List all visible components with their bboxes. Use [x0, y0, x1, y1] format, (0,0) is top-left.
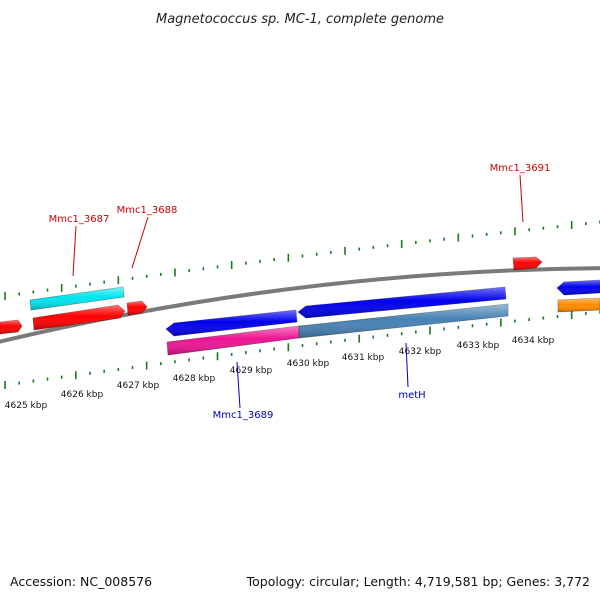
position-label: 4632 kbp [399, 347, 442, 357]
reverse-tick-track [4, 310, 600, 389]
gene-arrow-f-red-small[interactable] [126, 300, 148, 316]
gene-leader-line [236, 361, 241, 409]
gene-arrow-r-blue-2[interactable] [297, 286, 507, 319]
position-label: 4634 kbp [512, 336, 555, 346]
position-label: 4631 kbp [342, 353, 385, 363]
gene-leader-line [72, 225, 77, 277]
position-label: 4626 kbp [61, 390, 104, 400]
genome-backbone [0, 266, 600, 344]
position-label: 4629 kbp [230, 366, 273, 376]
gene-arrow-r-blue-right[interactable] [556, 279, 600, 296]
gene-label[interactable]: Mmc1_3687 [49, 214, 110, 225]
map-title: Magnetococcus sp. MC-1, complete genome [156, 12, 444, 27]
gene-label[interactable]: Mmc1_3688 [117, 205, 178, 216]
gene-leader-line [519, 174, 524, 223]
gene-arrow-f-cyan[interactable] [29, 286, 125, 311]
gene-arrow-f-left-stub[interactable] [0, 319, 23, 335]
gene-features [0, 256, 600, 356]
forward-tick-track [4, 220, 600, 300]
position-label: 4628 kbp [173, 374, 216, 384]
gene-arrow-r-blue-1[interactable] [165, 309, 298, 337]
position-label: 4633 kbp [457, 341, 500, 351]
gene-label[interactable]: metH [398, 390, 425, 401]
position-label: 4625 kbp [5, 401, 48, 411]
gene-leader-line [405, 342, 409, 388]
gene-leader-line [131, 216, 149, 269]
gene-arrow-r-steel[interactable] [298, 303, 509, 339]
position-label: 4627 kbp [117, 381, 160, 391]
accession-text: Accession: NC_008576 [10, 574, 152, 589]
gene-label[interactable]: Mmc1_3689 [213, 410, 274, 421]
gene-arrow-f-red-3691[interactable] [512, 256, 543, 271]
gene-arrow-r-orange[interactable] [557, 297, 600, 313]
gene-labels: Mmc1_3687 Mmc1_3688 Mmc1_3691 Mmc1_3689 metH [49, 163, 551, 421]
position-labels: 4625 kbp 4626 kbp 4627 kbp 4628 kbp 4629 kbp… [5, 336, 555, 411]
genome-summary-text: Topology: circular; Length: 4,719,581 bp… [246, 574, 590, 589]
gene-label[interactable]: Mmc1_3691 [490, 163, 551, 174]
gene-arrow-f-red-long[interactable] [32, 304, 126, 331]
position-label: 4630 kbp [287, 359, 330, 369]
